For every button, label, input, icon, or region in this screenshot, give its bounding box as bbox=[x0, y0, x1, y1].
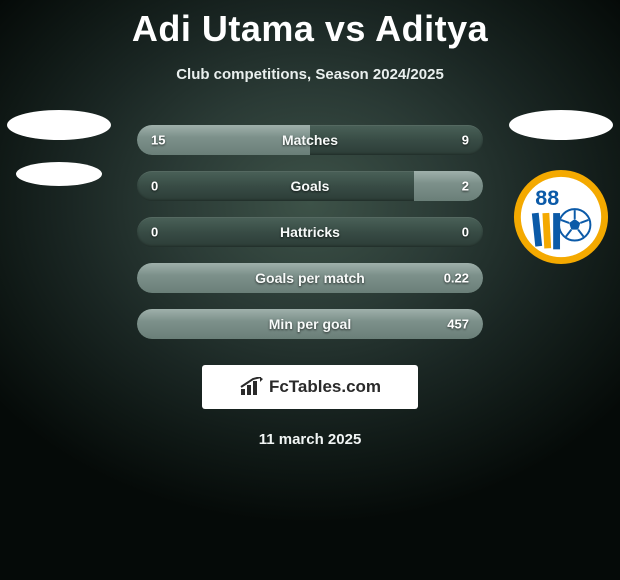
stat-value-right: 457 bbox=[447, 317, 469, 332]
page-title: Adi Utama vs Aditya bbox=[0, 0, 620, 50]
stat-label: Goals per match bbox=[255, 270, 365, 286]
left-player-placeholder bbox=[7, 110, 111, 140]
svg-text:88: 88 bbox=[535, 185, 559, 210]
stat-label: Hattricks bbox=[280, 224, 340, 240]
stat-value-left: 15 bbox=[151, 133, 165, 148]
stat-label: Matches bbox=[282, 132, 338, 148]
right-player-column: 88 bbox=[506, 110, 616, 290]
stat-value-right: 9 bbox=[462, 133, 469, 148]
stat-fill-right bbox=[414, 171, 483, 201]
right-club-badge: 88 bbox=[512, 168, 610, 266]
stat-value-left: 0 bbox=[151, 225, 158, 240]
page-date: 11 march 2025 bbox=[0, 431, 620, 448]
stat-label: Goals bbox=[291, 178, 330, 194]
stat-row: Goals per match 0.22 bbox=[137, 263, 483, 293]
left-player-column bbox=[4, 110, 114, 290]
stat-row: Hattricks 0 0 bbox=[137, 217, 483, 247]
stat-value-right: 2 bbox=[462, 179, 469, 194]
brand-chart-icon bbox=[239, 377, 265, 397]
stat-row: Min per goal 457 bbox=[137, 309, 483, 339]
right-player-placeholder bbox=[509, 110, 613, 140]
stat-row: Goals 0 2 bbox=[137, 171, 483, 201]
stat-value-right: 0.22 bbox=[444, 271, 469, 286]
brand-box[interactable]: FcTables.com bbox=[202, 365, 418, 409]
brand-text: FcTables.com bbox=[269, 377, 381, 397]
stat-label: Min per goal bbox=[269, 316, 351, 332]
stat-value-right: 0 bbox=[462, 225, 469, 240]
stat-row: Matches 15 9 bbox=[137, 125, 483, 155]
stat-value-left: 0 bbox=[151, 179, 158, 194]
left-club-placeholder bbox=[16, 162, 102, 186]
page-subtitle: Club competitions, Season 2024/2025 bbox=[0, 66, 620, 83]
